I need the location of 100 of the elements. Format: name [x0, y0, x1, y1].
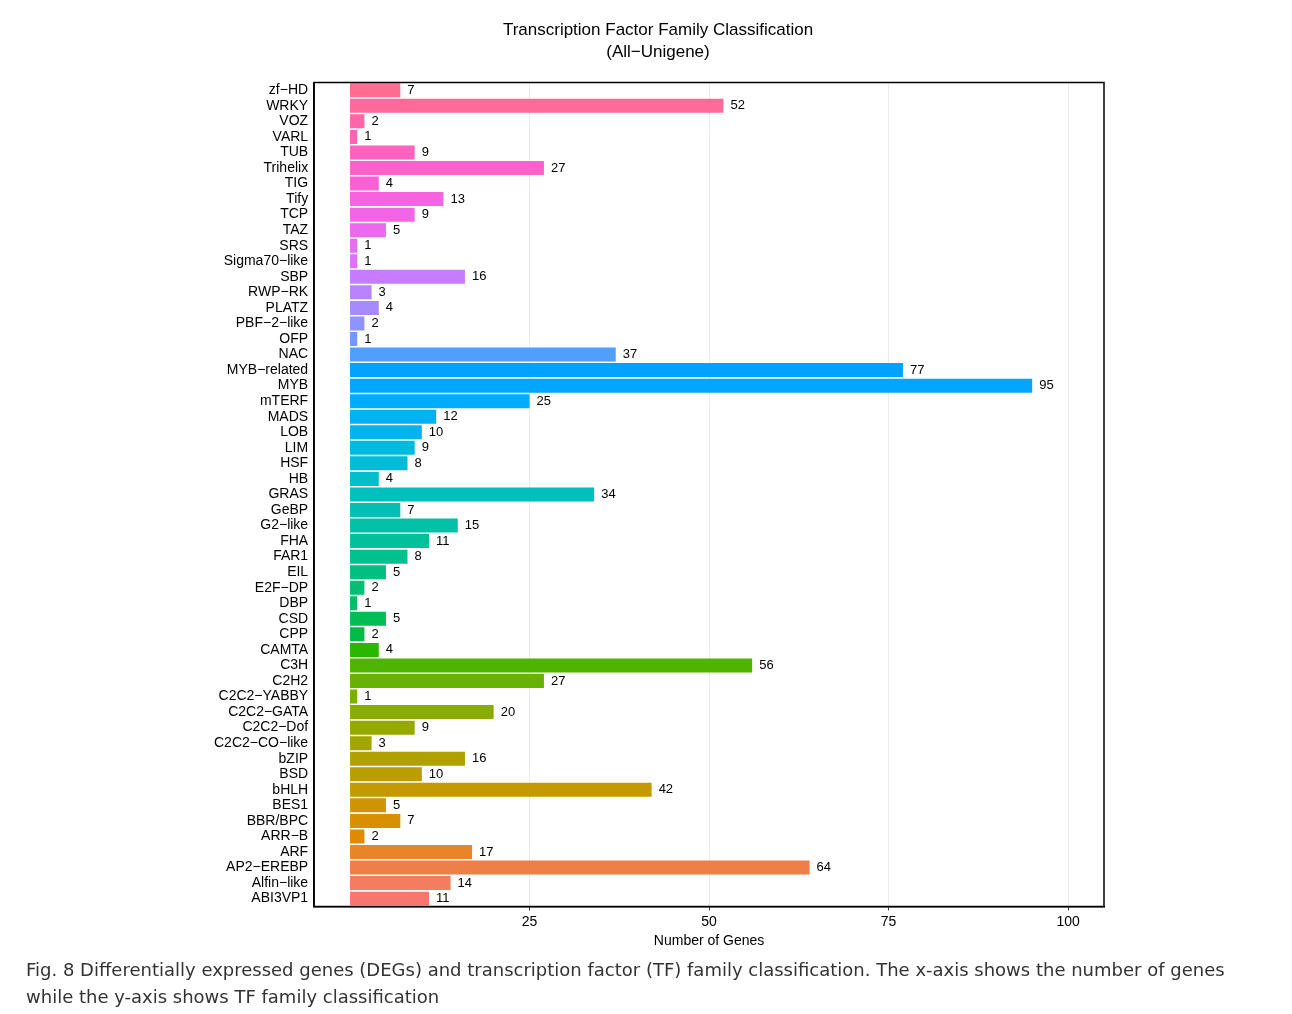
- bar: [350, 316, 365, 331]
- y-tick-label: bHLH: [272, 780, 309, 797]
- bar: [350, 860, 810, 875]
- data-label: 25: [536, 392, 552, 408]
- data-label: 9: [421, 439, 429, 455]
- y-tick-label: CSD: [278, 609, 309, 626]
- y-tick-label: ARF: [280, 842, 309, 859]
- data-label: 3: [378, 734, 386, 750]
- bar: [350, 642, 379, 657]
- bar: [350, 565, 386, 580]
- x-tick-label: 50: [701, 912, 718, 929]
- data-label: 27: [550, 159, 566, 175]
- y-tick-label: MADS: [267, 407, 309, 424]
- y-tick-label: BSD: [279, 765, 309, 782]
- y-tick-label: Alfin−like: [251, 873, 309, 890]
- bar: [350, 114, 365, 129]
- y-tick-label: C2H2: [272, 671, 309, 688]
- bar: [350, 347, 616, 362]
- y-tick-label: ABI3VP1: [251, 889, 309, 906]
- bar: [350, 363, 903, 378]
- y-tick-label: VARL: [272, 127, 309, 144]
- data-label: 7: [407, 501, 415, 517]
- chart-title: Transcription Factor Family Classification (All−Unigene): [502, 20, 814, 61]
- bar: [350, 518, 458, 533]
- y-tick-label: PLATZ: [265, 298, 309, 315]
- x-tick-label: 75: [880, 912, 897, 929]
- x-tick-label: 100: [1056, 912, 1080, 929]
- y-tick-label: GeBP: [270, 500, 309, 517]
- data-label: 9: [421, 144, 429, 160]
- data-label: 64: [816, 859, 832, 875]
- y-tick-label: bZIP: [278, 749, 309, 766]
- data-label: 10: [428, 765, 444, 781]
- y-tick-label: AP2−EREBP: [226, 858, 309, 875]
- data-label: 5: [392, 221, 401, 237]
- y-tick-label: G2−like: [260, 516, 309, 533]
- y-tick-label: TAZ: [282, 221, 309, 238]
- data-label: 34: [601, 486, 616, 502]
- bar: [350, 98, 724, 113]
- y-tick-label: CPP: [279, 625, 309, 642]
- bar: [350, 580, 365, 595]
- data-label: 1: [364, 237, 372, 253]
- data-label: 15: [464, 517, 480, 533]
- bar: [350, 627, 365, 642]
- y-tick-label: MYB−related: [226, 360, 309, 377]
- data-label: 16: [471, 268, 487, 284]
- bar: [350, 891, 430, 906]
- y-tick-label: C2C2−GATA: [228, 702, 309, 719]
- data-label: 3: [378, 283, 386, 299]
- y-tick-label: mTERF: [259, 392, 309, 409]
- data-label: 11: [436, 532, 450, 548]
- caption: Fig. 8 Differentially expressed genes (DEGs) and transcription factor (TF) family classification. The x-axis shows the number of genes while the y-axis shows TF family classification: [26, 958, 1226, 1009]
- y-tick-label: C2C2−CO−like: [214, 734, 309, 751]
- data-label: 9: [421, 206, 429, 222]
- y-tick-label: DBP: [279, 594, 309, 611]
- data-label: 27: [550, 672, 566, 688]
- bar: [350, 285, 372, 300]
- bar: [350, 674, 544, 688]
- y-tick-label: C2C2−YABBY: [218, 687, 309, 704]
- y-tick-label: LOB: [280, 423, 309, 440]
- bar: [350, 736, 372, 751]
- y-tick-label: E2F−DP: [254, 578, 309, 595]
- bar: [350, 689, 358, 704]
- data-label: 1: [364, 330, 372, 346]
- y-tick-label: ARR−B: [261, 827, 309, 844]
- y-tick-label: TUB: [280, 143, 309, 160]
- y-tick-label: LIM: [284, 438, 309, 455]
- data-label: 9: [421, 719, 429, 735]
- data-label: 52: [730, 97, 745, 113]
- data-label: 4: [385, 299, 394, 315]
- data-label: 2: [371, 112, 379, 128]
- data-label: 14: [457, 874, 473, 890]
- data-label: 1: [364, 252, 372, 268]
- x-axis-title: Number of Genes: [653, 932, 765, 949]
- y-tick-label: TIG: [284, 174, 309, 191]
- data-label: 12: [443, 408, 458, 424]
- y-tick-label: Tify: [286, 189, 309, 206]
- data-label: 2: [371, 579, 379, 595]
- data-label: 95: [1039, 377, 1054, 393]
- data-label: 11: [436, 890, 450, 906]
- bar: [350, 596, 358, 611]
- y-tick-label: PBF−2−like: [235, 314, 309, 331]
- data-label: 8: [414, 548, 422, 564]
- y-tick-label: BBR/BPC: [246, 811, 309, 828]
- data-label: 2: [371, 828, 379, 844]
- bar: [350, 300, 379, 315]
- data-label: 4: [385, 470, 394, 486]
- data-label: 2: [371, 315, 379, 331]
- bar: [350, 658, 753, 673]
- y-tick-label: SBP: [280, 267, 309, 284]
- y-tick-label: C2C2−Dof: [242, 718, 309, 735]
- data-label: 1: [364, 594, 372, 610]
- y-tick-label: Trihelix: [263, 158, 309, 175]
- bar: [350, 720, 415, 735]
- bar: [350, 161, 544, 175]
- x-tick-label: 25: [521, 912, 538, 929]
- bar: [350, 503, 401, 517]
- data-label: 17: [479, 843, 494, 859]
- y-tick-label: RWP−RK: [248, 283, 309, 300]
- data-label: 13: [450, 190, 465, 206]
- data-label: 77: [909, 361, 925, 377]
